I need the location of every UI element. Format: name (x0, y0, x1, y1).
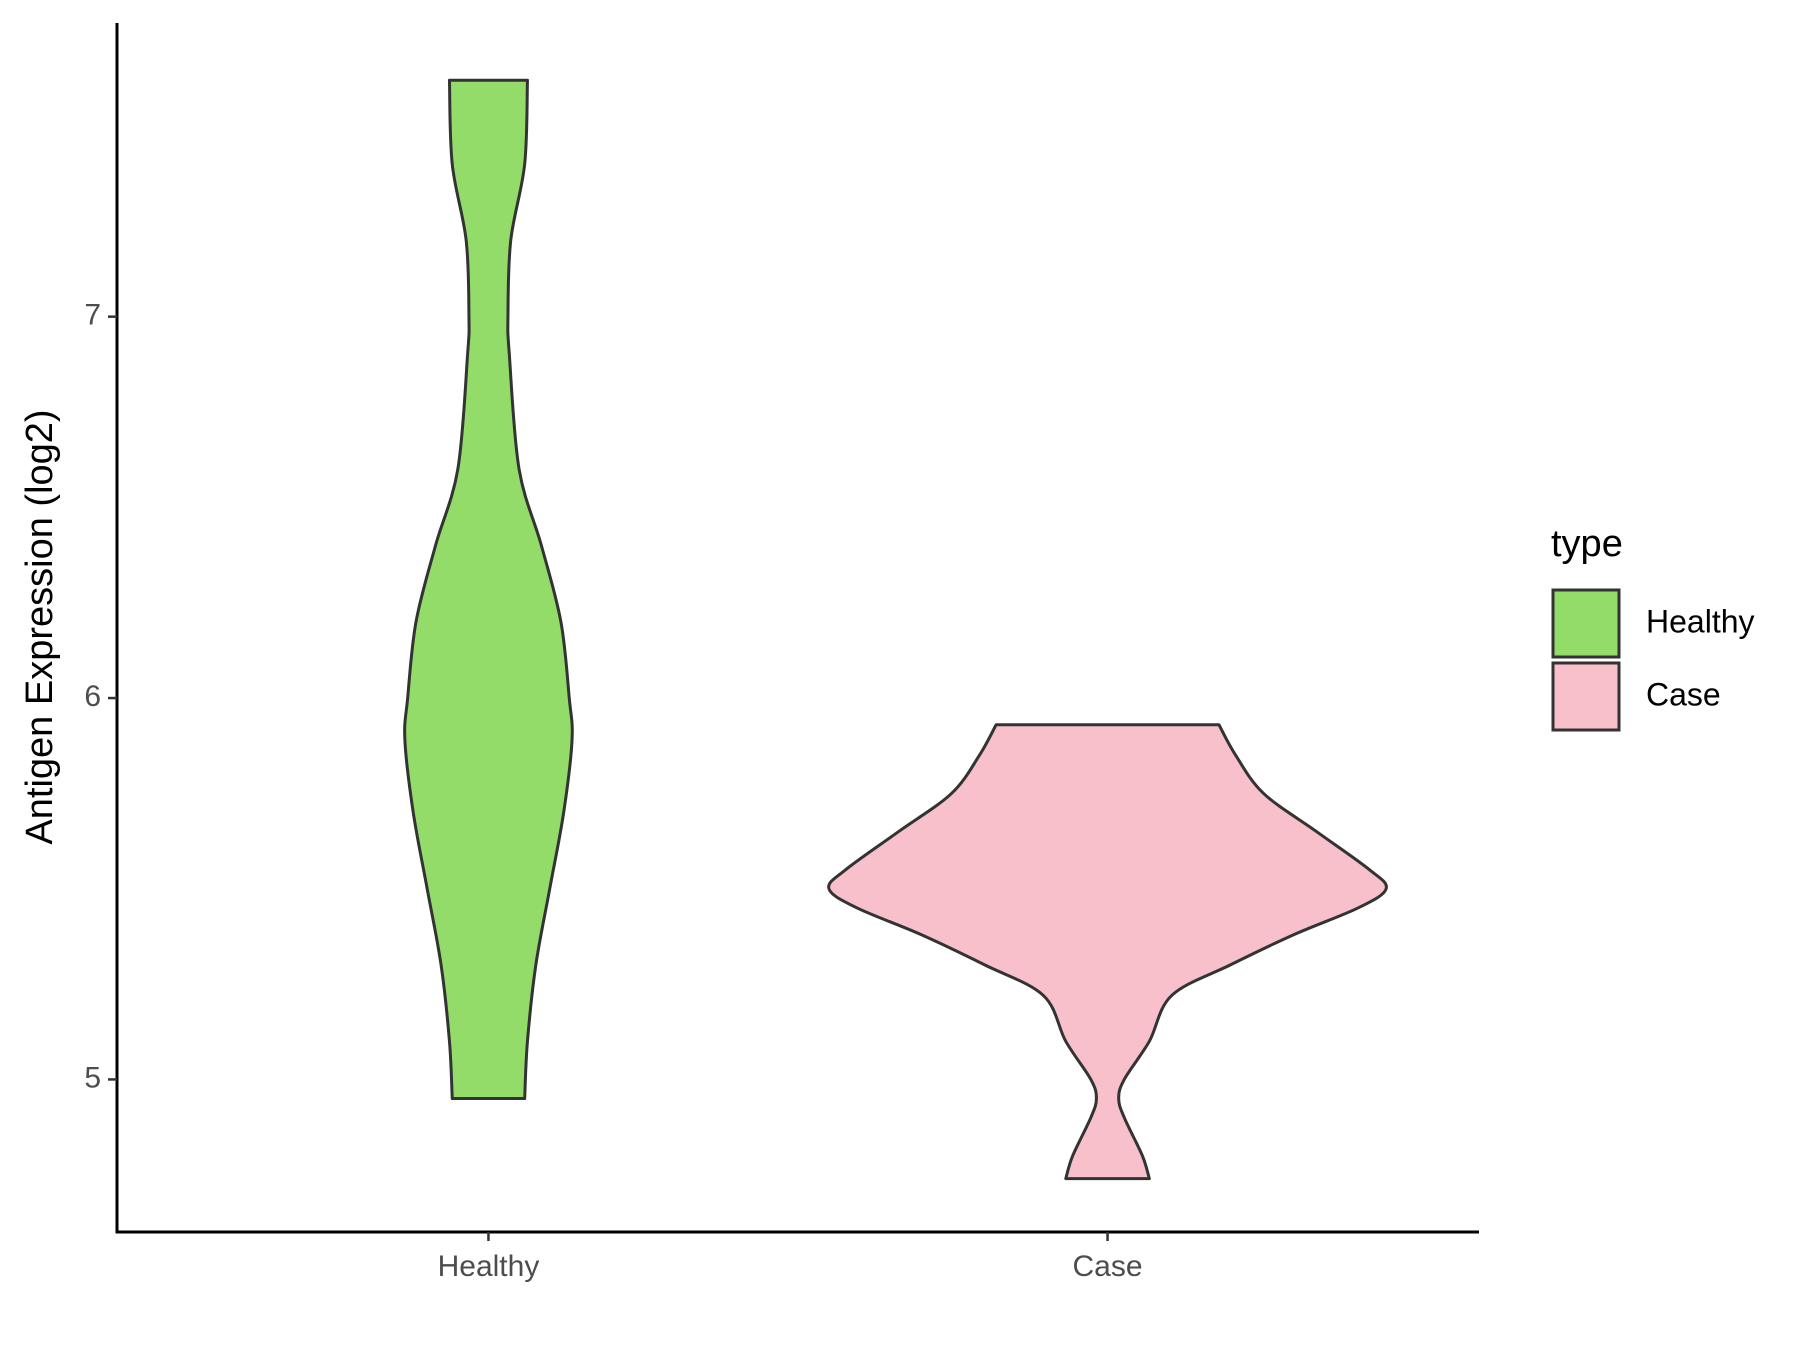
legend-title: type (1551, 523, 1623, 565)
x-tick-label: Case (1073, 1250, 1143, 1283)
x-tick-label: Healthy (438, 1250, 540, 1283)
legend-key (1551, 661, 1621, 732)
violin (403, 78, 574, 1101)
y-tick-label: 7 (84, 299, 101, 332)
y-tick-label: 5 (84, 1061, 101, 1094)
violin (827, 723, 1388, 1181)
legend-label: Case (1646, 676, 1721, 712)
legend-key (1551, 588, 1621, 659)
legend-label: Healthy (1646, 603, 1755, 639)
y-axis-title: Antigen Expression (log2) (19, 409, 61, 844)
y-tick-label: 6 (84, 680, 101, 713)
